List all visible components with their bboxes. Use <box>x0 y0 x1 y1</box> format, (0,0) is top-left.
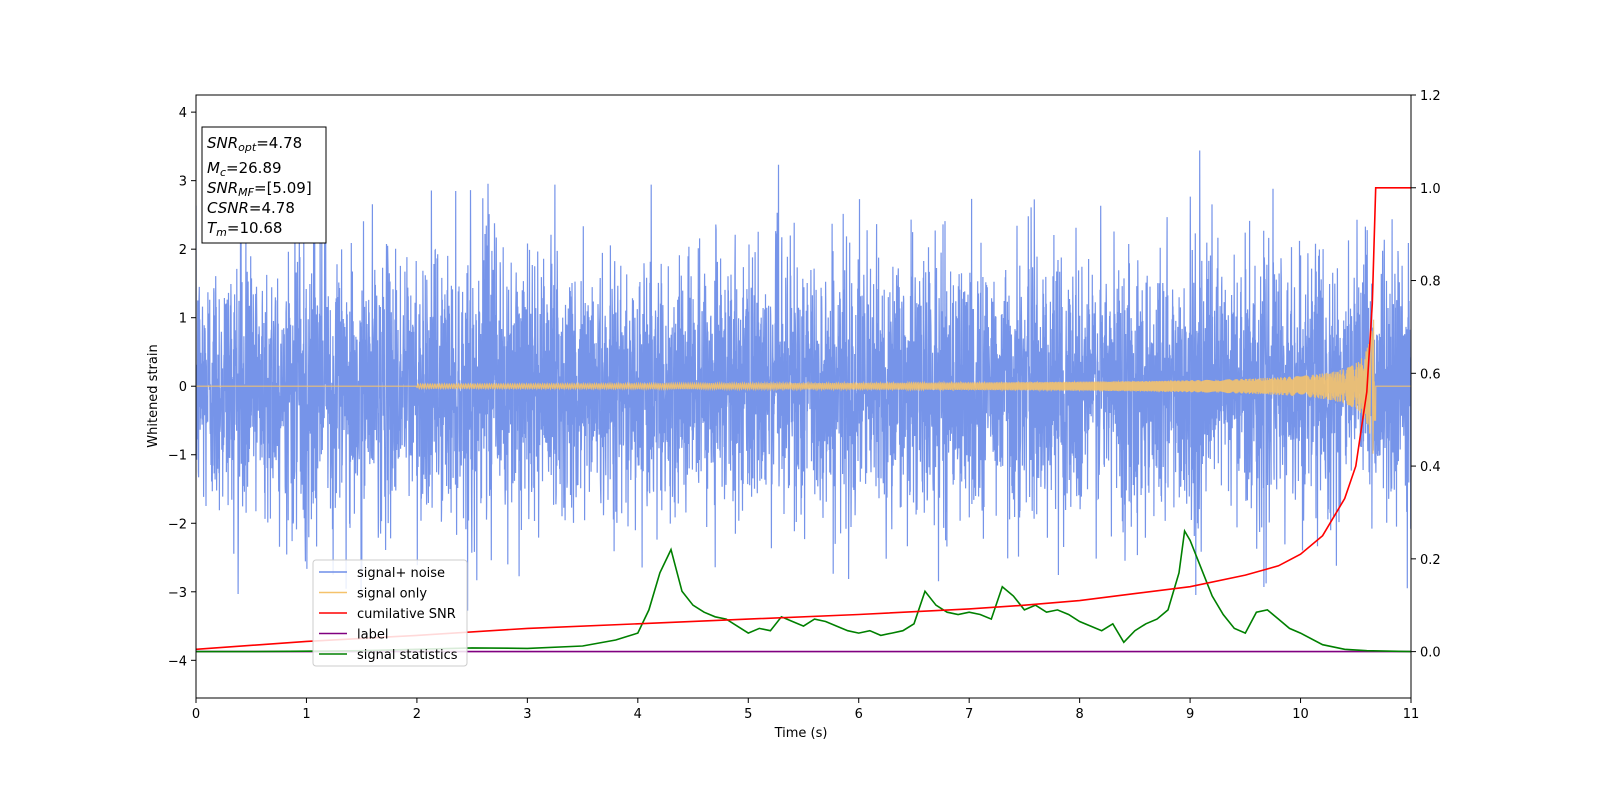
series-signal-statistics-line <box>196 528 1411 653</box>
y-right-axis: 1.2 1.0 0.8 0.6 0.4 0.2 0.0 <box>1411 89 1441 661</box>
y-axis-label: Whitened strain <box>146 344 161 447</box>
annotation-value: =10.68 <box>227 219 283 237</box>
x-tick-label: 6 <box>855 707 863 722</box>
series-signal-noise-line <box>196 150 1411 611</box>
x-tick-label: 0 <box>192 707 200 722</box>
y-right-tick-label: 0.0 <box>1420 646 1441 661</box>
legend-entry: signal statistics <box>357 648 458 663</box>
y-left-tick-label: 4 <box>179 106 187 121</box>
annotation-subscript: MF <box>238 186 254 199</box>
x-tick-label: 2 <box>413 707 421 722</box>
annotation-line: SNRopt=4.78 <box>207 134 302 154</box>
y-left-axis: 4 3 2 1 0 −1 −2 −3 −4 <box>168 106 196 669</box>
annotation-subscript: m <box>216 226 227 239</box>
x-tick-label: 10 <box>1292 707 1309 722</box>
x-axis-label: Time (s) <box>774 726 828 741</box>
legend-entry: signal+ noise <box>357 566 445 581</box>
legend-entry: signal only <box>357 587 427 602</box>
x-tick-label: 7 <box>965 707 973 722</box>
x-axis: 0 1 2 3 4 5 6 7 8 9 10 11 <box>192 698 1419 722</box>
legend: signal+ noise signal only cumilative SNR la… <box>312 559 468 667</box>
annotation-subscript: opt <box>238 141 257 154</box>
annotation-symbol: SNR <box>207 179 238 197</box>
x-tick-label: 8 <box>1075 707 1083 722</box>
series-cumulative-snr-line <box>196 187 1411 651</box>
annotation-value: =4.78 <box>256 134 302 152</box>
annotation-symbol: M <box>207 159 220 177</box>
series-signal-only-line <box>196 319 1411 454</box>
y-right-tick-label: 0.4 <box>1420 460 1441 475</box>
y-left-tick-label: −2 <box>168 517 187 532</box>
y-right-tick-label: 1.0 <box>1420 182 1441 197</box>
y-left-tick-label: −3 <box>168 586 187 601</box>
y-left-tick-label: 0 <box>179 380 187 395</box>
y-right-tick-label: 0.8 <box>1420 275 1441 290</box>
annotation-value: =[5.09] <box>254 179 312 197</box>
y-right-tick-label: 0.6 <box>1420 367 1441 382</box>
annotation-line: Mc=26.89 <box>207 159 282 179</box>
annotation-line: CSNR=4.78 <box>207 199 295 217</box>
y-left-tick-label: 3 <box>179 175 187 190</box>
x-tick-label: 9 <box>1186 707 1194 722</box>
x-tick-label: 11 <box>1403 707 1420 722</box>
annotation-subscript: c <box>220 166 226 179</box>
y-left-tick-label: −1 <box>168 449 187 464</box>
plot-frame <box>195 94 1412 699</box>
legend-entry: label <box>357 628 388 643</box>
x-tick-label: 3 <box>523 707 531 722</box>
x-tick-label: 5 <box>744 707 752 722</box>
y-right-tick-label: 0.2 <box>1420 553 1441 568</box>
y-right-tick-label: 1.2 <box>1420 89 1441 104</box>
annotation-symbol: CSNR <box>207 199 249 217</box>
annotation-line: SNRMF=[5.09] <box>207 179 312 199</box>
x-tick-label: 1 <box>302 707 310 722</box>
y-left-tick-label: 2 <box>179 243 187 258</box>
annotation-box: SNRopt=4.78Mc=26.89SNRMF=[5.09]CSNR=4.78… <box>201 126 327 244</box>
annotation-symbol: T <box>207 219 218 237</box>
legend-frame <box>312 559 468 667</box>
annotation-value: =26.89 <box>226 159 282 177</box>
annotation-symbol: SNR <box>207 134 238 152</box>
annotation-value: =4.78 <box>249 199 295 217</box>
annotation-line: Tm=10.68 <box>207 219 282 239</box>
y-left-tick-label: 1 <box>179 312 187 327</box>
y-left-tick-label: −4 <box>168 654 187 669</box>
legend-entry: cumilative SNR <box>357 607 456 622</box>
x-tick-label: 4 <box>634 707 642 722</box>
